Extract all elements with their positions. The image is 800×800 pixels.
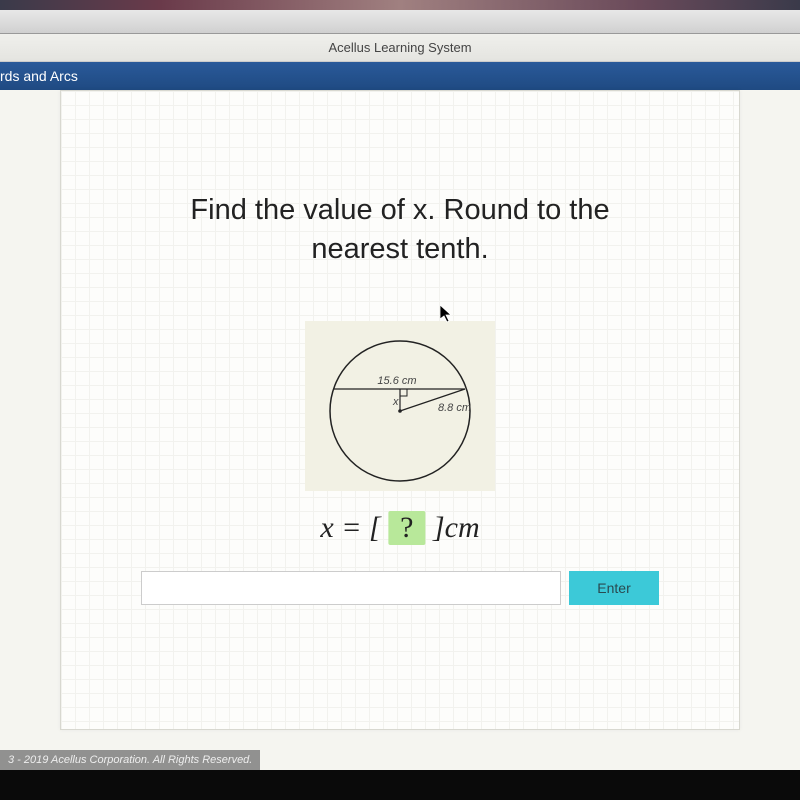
taskbar bbox=[0, 770, 800, 800]
answer-prefix: x = bbox=[320, 511, 369, 544]
center-point bbox=[398, 409, 402, 413]
chord-label: 15.6 cm bbox=[377, 375, 416, 387]
question-line2: nearest tenth. bbox=[311, 233, 488, 265]
enter-button[interactable]: Enter bbox=[569, 571, 659, 605]
answer-expression: x = [ ? ]cm bbox=[320, 511, 479, 545]
copyright-footer: 3 - 2019 Acellus Corporation. All Rights… bbox=[0, 750, 260, 770]
x-label: x bbox=[392, 396, 399, 408]
answer-bracket-close: ] bbox=[425, 511, 444, 544]
answer-placeholder: ? bbox=[388, 511, 425, 545]
answer-input-row: Enter bbox=[141, 571, 659, 605]
browser-chrome bbox=[0, 10, 800, 34]
question-line1: Find the value of x. Round to the bbox=[190, 194, 609, 226]
app-area: Acellus Learning System rds and Arcs Fin… bbox=[0, 34, 800, 770]
app-title: Acellus Learning System bbox=[0, 34, 800, 62]
topic-bar: rds and Arcs bbox=[0, 62, 800, 90]
circle-diagram: 15.6 cm x 8.8 cm bbox=[305, 321, 495, 491]
question-text: Find the value of x. Round to the neares… bbox=[111, 191, 689, 269]
answer-input[interactable] bbox=[141, 571, 561, 605]
answer-bracket-open: [ bbox=[369, 511, 388, 544]
content-panel: Find the value of x. Round to the neares… bbox=[60, 90, 740, 730]
answer-unit: cm bbox=[445, 511, 480, 544]
radius-label: 8.8 cm bbox=[438, 402, 471, 414]
screen-glare bbox=[0, 0, 800, 10]
